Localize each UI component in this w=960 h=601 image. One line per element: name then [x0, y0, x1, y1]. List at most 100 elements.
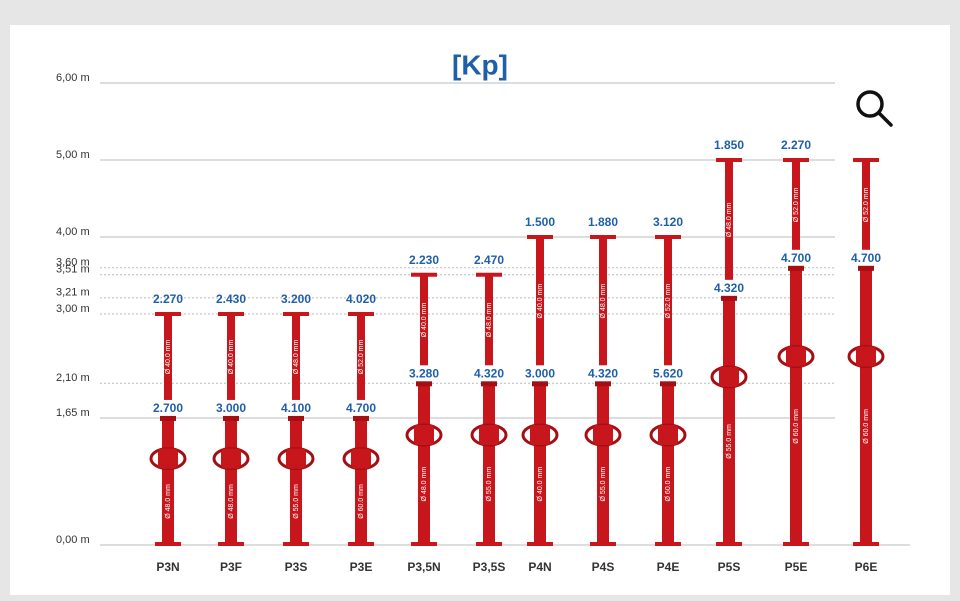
top-cap	[853, 158, 879, 162]
lower-tube	[483, 383, 495, 545]
lower-tube	[355, 417, 367, 545]
bottom-load-label: 4.320	[474, 366, 504, 380]
collar	[856, 346, 876, 367]
bottom-load-label: 3.280	[409, 366, 439, 380]
collar	[286, 448, 306, 469]
prop-name: P4S	[592, 560, 615, 574]
bottom-load-label: 3.000	[216, 401, 246, 415]
prop	[584, 235, 622, 546]
collar	[786, 346, 806, 367]
upper-tube-label: Ø 48.0 mm	[600, 284, 607, 319]
top-load-label: 1.500	[525, 215, 555, 229]
bottom-load-label: 4.700	[346, 401, 376, 415]
y-tick-label: 3,60 m	[56, 257, 90, 269]
joint-cap	[223, 415, 239, 421]
chart-title: [Kp]	[452, 49, 508, 80]
upper-tube	[599, 237, 607, 366]
upper-tube-label: Ø 40.0 mm	[165, 339, 172, 374]
top-load-label: 2.270	[153, 292, 183, 306]
collar	[593, 425, 613, 446]
lower-tube	[225, 417, 237, 545]
upper-tube	[725, 160, 733, 280]
bottom-load-label: 4.320	[714, 281, 744, 295]
prop	[342, 312, 380, 546]
lower-tube-label: Ø 55.0 mm	[726, 424, 733, 459]
collar	[351, 448, 371, 469]
upper-tube-label: Ø 52.0 mm	[863, 187, 870, 222]
upper-tube	[420, 274, 428, 366]
upper-tube	[792, 160, 800, 250]
bottom-load-label: 3.000	[525, 366, 555, 380]
prop	[212, 312, 250, 546]
top-cap	[283, 312, 309, 316]
upper-tube-label: Ø 52.0 mm	[793, 187, 800, 222]
collar	[479, 425, 499, 446]
base-plate	[476, 542, 502, 546]
upper-tube-label: Ø 48.0 mm	[486, 303, 493, 338]
y-tick-label: 0,00 m	[56, 534, 90, 546]
upper-tube-label: Ø 52.0 mm	[358, 339, 365, 374]
base-plate	[155, 542, 181, 546]
upper-tube	[292, 314, 300, 400]
y-tick-label: 1,65 m	[56, 407, 90, 419]
bottom-load-label: 4.100	[281, 401, 311, 415]
prop-name: P3E	[350, 560, 373, 574]
top-cap	[476, 272, 502, 277]
panel	[10, 25, 950, 595]
base-plate	[348, 542, 374, 546]
lower-tube	[662, 383, 674, 545]
upper-tube-label: Ø 52.0 mm	[665, 284, 672, 319]
base-plate	[783, 542, 809, 546]
top-cap	[655, 235, 681, 239]
prop-name: P4N	[528, 560, 551, 574]
base-plate	[283, 542, 309, 546]
top-load-label: 1.850	[714, 138, 744, 152]
base-plate	[590, 542, 616, 546]
collar	[158, 448, 178, 469]
bottom-load-label: 2.700	[153, 401, 183, 415]
bottom-load-label: 4.320	[588, 366, 618, 380]
joint-cap	[481, 381, 497, 387]
lower-tube-label: Ø 48.0 mm	[421, 467, 428, 502]
prop-name: P5S	[718, 560, 741, 574]
top-load-label: 2.470	[474, 253, 504, 267]
top-cap	[590, 235, 616, 239]
collar	[658, 425, 678, 446]
lower-tube	[534, 383, 546, 545]
bottom-load-label: 4.700	[851, 251, 881, 265]
zoom-icon[interactable]	[856, 90, 893, 127]
upper-tube	[536, 237, 544, 366]
lower-tube	[290, 417, 302, 545]
zoom-lens	[856, 90, 884, 118]
collar	[221, 448, 241, 469]
upper-tube	[862, 160, 870, 250]
joint-cap	[721, 295, 737, 301]
y-tick-label: 2,10 m	[56, 372, 90, 384]
joint-cap	[788, 265, 804, 271]
prop-name: P3F	[220, 560, 242, 574]
top-load-label: 3.120	[653, 215, 683, 229]
top-load-label: 2.230	[409, 253, 439, 267]
base-plate	[527, 542, 553, 546]
base-plate	[853, 542, 879, 546]
lower-tube-label: Ø 55.0 mm	[486, 467, 493, 502]
prop-name: P5E	[785, 560, 808, 574]
prop	[777, 158, 815, 546]
upper-tube-label: Ø 48.0 mm	[726, 202, 733, 237]
upper-tube-label: Ø 48.0 mm	[293, 339, 300, 374]
lower-tube-label: Ø 60.0 mm	[665, 467, 672, 502]
top-load-label: 1.880	[588, 215, 618, 229]
base-plate	[716, 542, 742, 546]
lower-tube-label: Ø 60.0 mm	[793, 409, 800, 444]
lower-tube	[860, 267, 872, 545]
zoom-handle	[877, 111, 893, 127]
joint-cap	[858, 265, 874, 271]
lower-tube-label: Ø 55.0 mm	[293, 484, 300, 519]
y-tick-label: 4,00 m	[56, 226, 90, 238]
prop-name: P4E	[657, 560, 680, 574]
upper-tube-label: Ø 40.0 mm	[421, 303, 428, 338]
joint-cap	[353, 415, 369, 421]
lower-tube	[723, 297, 735, 545]
